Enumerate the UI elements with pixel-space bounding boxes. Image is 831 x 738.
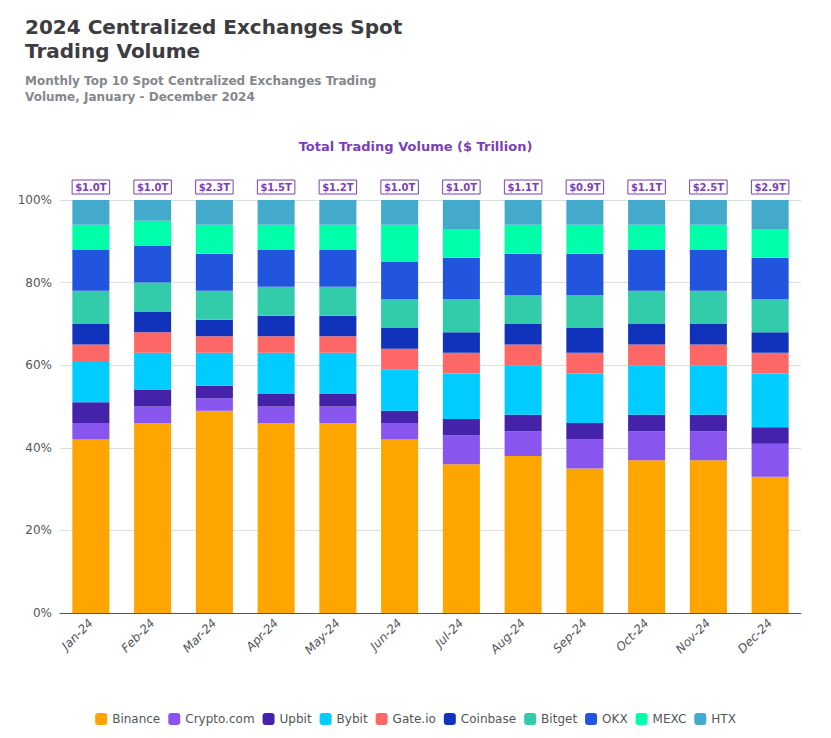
svg-text:80%: 80% (25, 276, 52, 290)
svg-text:$2.5T: $2.5T (693, 182, 725, 193)
svg-text:Binance: Binance (112, 712, 160, 726)
svg-text:Sep-24: Sep-24 (550, 616, 590, 656)
svg-text:$1.0T: $1.0T (384, 182, 416, 193)
svg-text:Mar-24: Mar-24 (180, 616, 219, 655)
svg-text:Crypto.com: Crypto.com (185, 712, 254, 726)
svg-text:Feb-24: Feb-24 (118, 616, 157, 655)
svg-text:2024 Centralized Exchanges Spo: 2024 Centralized Exchanges Spot (25, 15, 403, 39)
svg-text:60%: 60% (25, 358, 52, 372)
svg-text:$1.1T: $1.1T (631, 182, 663, 193)
svg-text:0%: 0% (33, 606, 52, 620)
svg-text:20%: 20% (25, 523, 52, 537)
svg-text:Dec-24: Dec-24 (735, 616, 775, 656)
svg-text:$1.5T: $1.5T (260, 182, 292, 193)
svg-text:$1.2T: $1.2T (322, 182, 354, 193)
svg-text:$1.1T: $1.1T (507, 182, 539, 193)
svg-text:Bitget: Bitget (541, 712, 577, 726)
svg-text:$1.0T: $1.0T (446, 182, 478, 193)
svg-text:Coinbase: Coinbase (461, 712, 516, 726)
svg-text:Total Trading Volume ($ Trilli: Total Trading Volume ($ Trillion) (299, 139, 533, 154)
svg-text:Gate.io: Gate.io (393, 712, 436, 726)
svg-text:Apr-24: Apr-24 (242, 616, 281, 655)
svg-text:$1.0T: $1.0T (137, 182, 169, 193)
svg-text:$0.9T: $0.9T (569, 182, 601, 193)
svg-text:$1.0T: $1.0T (75, 182, 107, 193)
svg-text:Jul-24: Jul-24 (431, 616, 466, 651)
svg-text:$2.9T: $2.9T (754, 182, 786, 193)
svg-text:MEXC: MEXC (653, 712, 687, 726)
svg-text:40%: 40% (25, 441, 52, 455)
svg-text:Bybit: Bybit (337, 712, 368, 726)
svg-text:Monthly Top 10 Spot Centralize: Monthly Top 10 Spot Centralized Exchange… (25, 74, 376, 88)
svg-text:Aug-24: Aug-24 (487, 616, 528, 657)
svg-text:Jan-24: Jan-24 (58, 616, 96, 654)
svg-text:Trading Volume: Trading Volume (25, 39, 200, 63)
svg-text:Nov-24: Nov-24 (673, 616, 713, 656)
svg-text:Jun-24: Jun-24 (366, 616, 404, 654)
svg-text:HTX: HTX (711, 712, 736, 726)
svg-text:May-24: May-24 (302, 616, 343, 657)
svg-text:Upbit: Upbit (280, 712, 312, 726)
svg-text:100%: 100% (18, 193, 52, 207)
svg-text:$2.3T: $2.3T (199, 182, 231, 193)
svg-text:OKX: OKX (602, 712, 628, 726)
svg-text:Volume, January - December 202: Volume, January - December 2024 (25, 90, 255, 104)
svg-text:Oct-24: Oct-24 (613, 616, 651, 654)
